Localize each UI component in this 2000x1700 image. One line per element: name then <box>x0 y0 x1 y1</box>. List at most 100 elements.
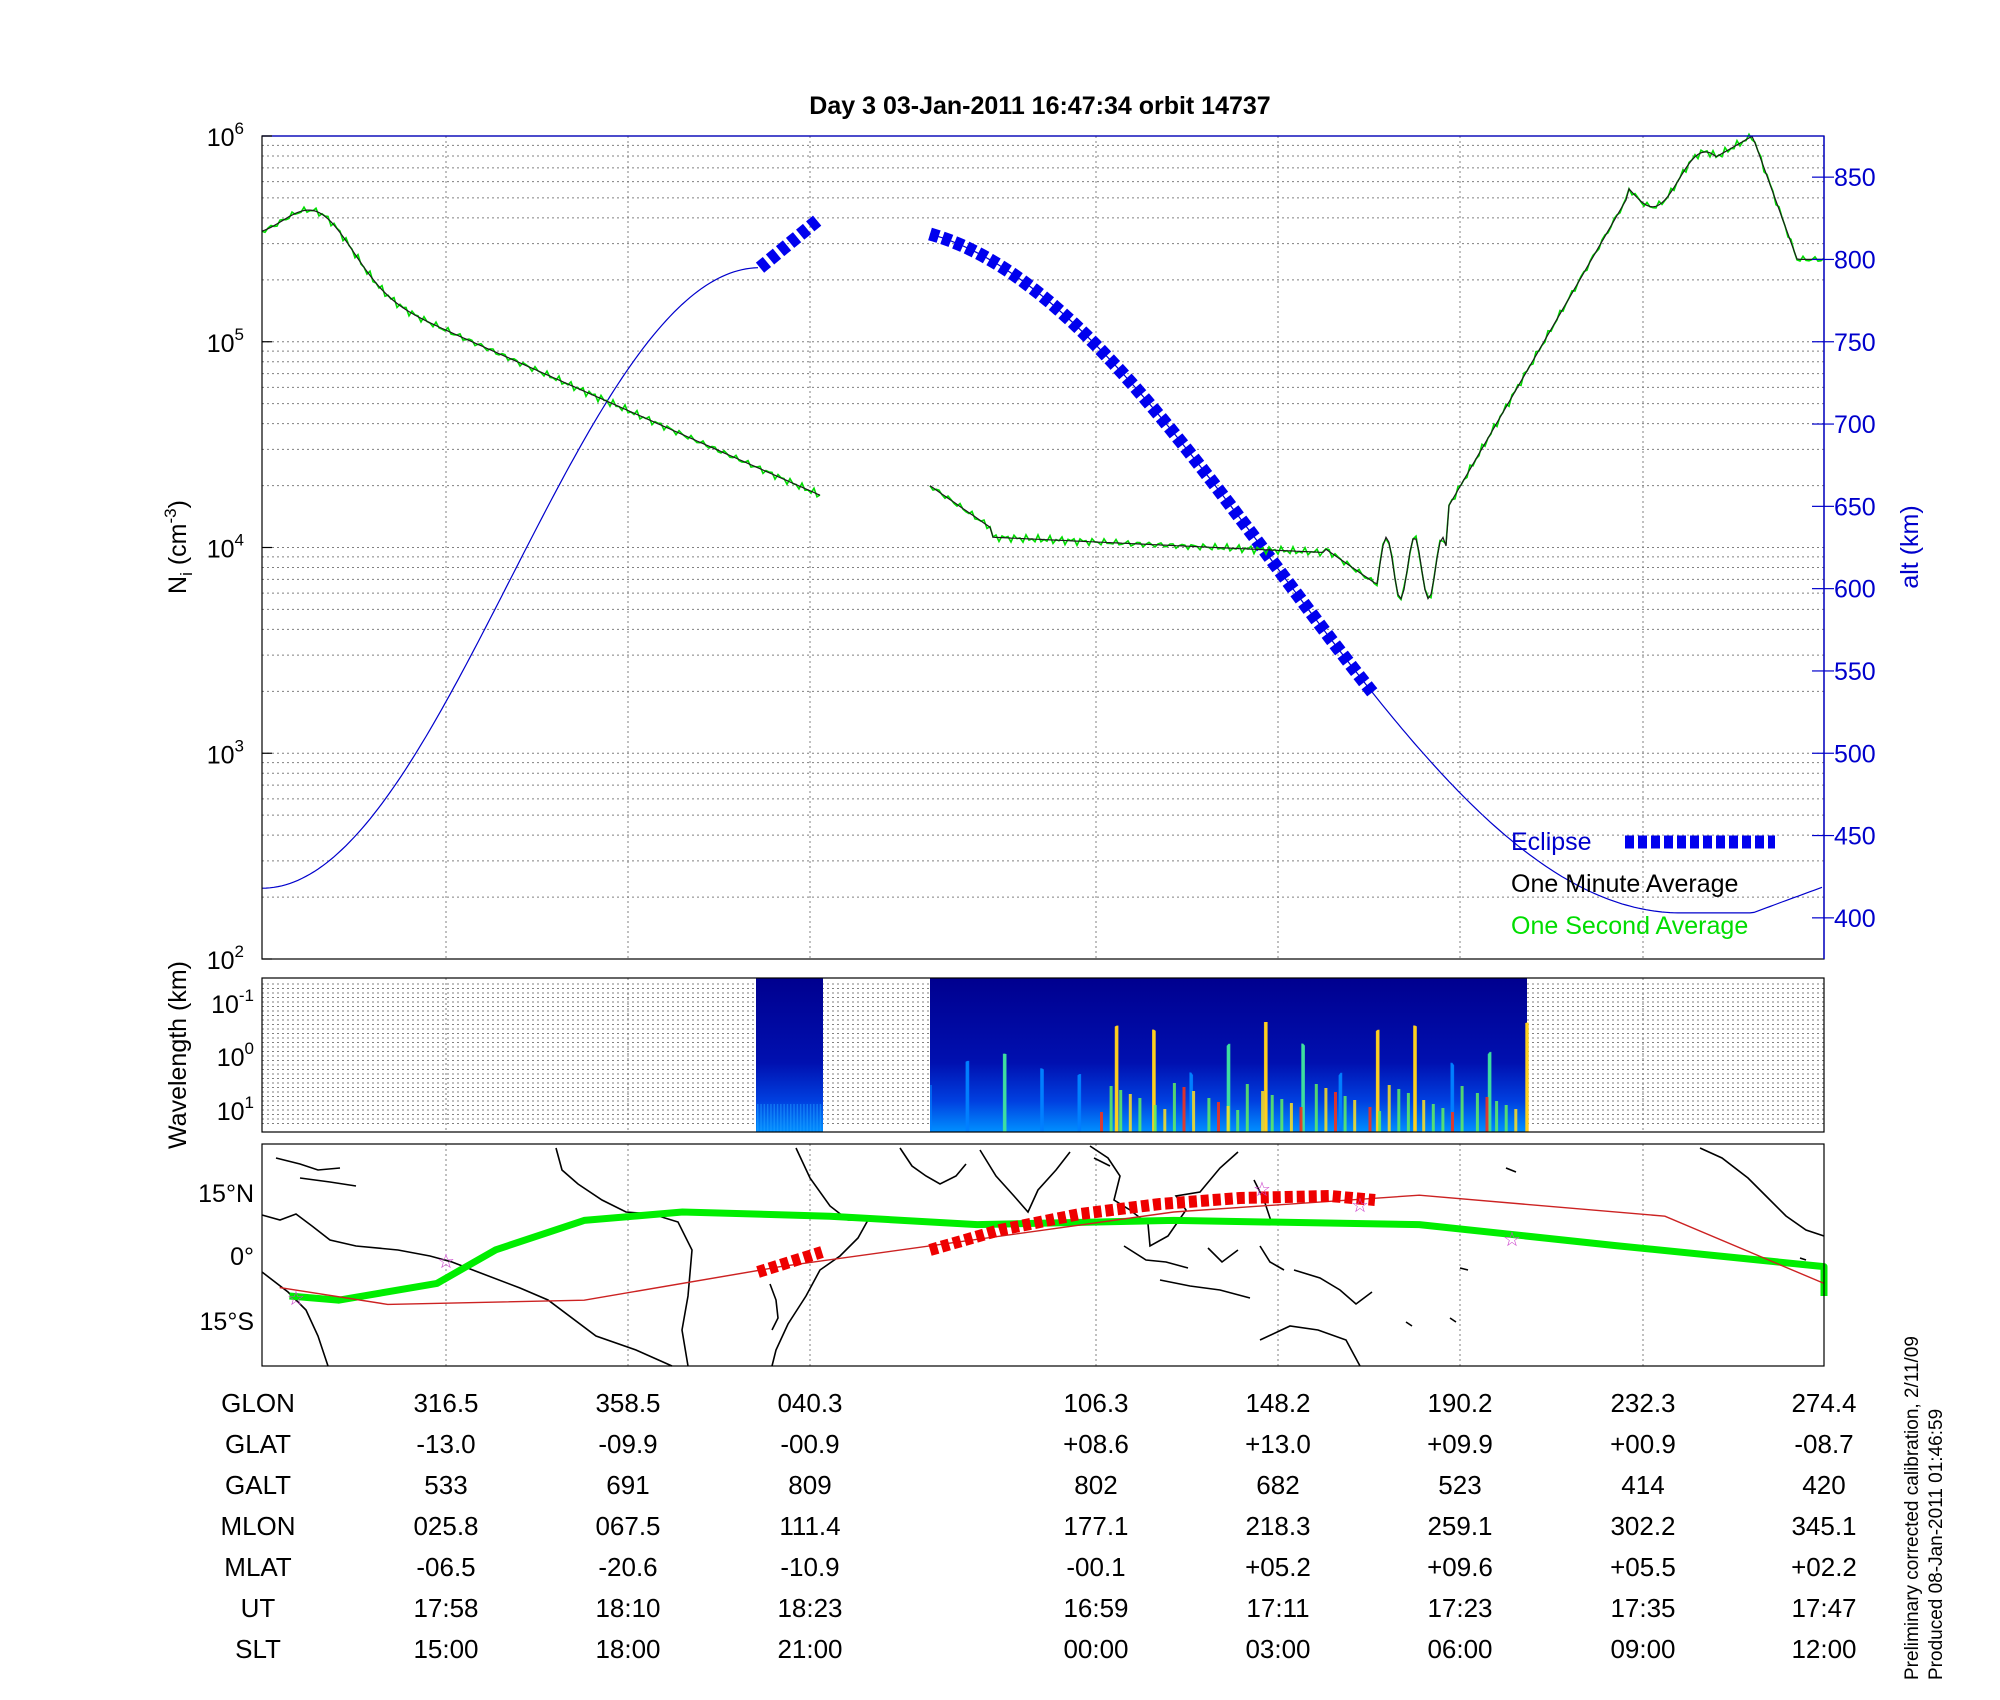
spectrogram-hot-spot <box>1397 1089 1401 1132</box>
wavelength-tick-label: 100 <box>217 1039 254 1072</box>
table-cell: 18:23 <box>777 1593 842 1623</box>
altitude-tick-label: 850 <box>1834 164 1876 192</box>
table-row-label: MLAT <box>224 1552 292 1582</box>
map-frame <box>261 1143 1825 1367</box>
table-cell: 17:47 <box>1791 1593 1856 1623</box>
spectrogram-streak <box>806 1104 808 1132</box>
table-cell: 18:10 <box>595 1593 660 1623</box>
spectrogram-hot-spot <box>1236 1110 1240 1132</box>
spectrogram-streak <box>965 1061 968 1132</box>
coastline-indonesia <box>1123 1245 1373 1306</box>
spectrogram-hot-spot <box>1314 1084 1318 1132</box>
spectrogram-hot-spot <box>1100 1112 1103 1132</box>
legend: Eclipse One Minute Average One Second Av… <box>1511 828 1775 940</box>
table-cell: 17:35 <box>1610 1593 1675 1623</box>
star-marker: ☆ <box>1351 1195 1369 1217</box>
table-cell: 17:58 <box>413 1593 478 1623</box>
map-plot-area <box>262 1144 1824 1366</box>
table-cell: 148.2 <box>1245 1388 1310 1418</box>
coastline-north-america <box>1699 1147 1825 1237</box>
spectrogram-streak <box>770 1104 772 1132</box>
chart-title: Day 3 03-Jan-2011 16:47:34 orbit 14737 <box>809 92 1270 120</box>
density-panel: 102 103 104 105 106 400 450 500 550 600 650 700 750… <box>161 119 1924 975</box>
spectrogram-streak <box>813 1104 815 1132</box>
table-cell: -00.1 <box>1066 1552 1125 1582</box>
star-marker: ☆ <box>1503 1229 1521 1251</box>
table-cell: 21:00 <box>777 1634 842 1664</box>
eclipse-track <box>928 1189 1376 1256</box>
spectrogram-streak <box>1152 1029 1154 1132</box>
table-cell: 067.5 <box>595 1511 660 1541</box>
orbit-parameter-table: GLON GLAT GALT MLON MLAT UT SLT 316.5 -13.0 533 02… <box>220 1388 1856 1664</box>
density-minor-gridlines <box>262 144 1824 960</box>
wavelength-tick-label: 101 <box>217 1093 254 1126</box>
table-cell: 17:23 <box>1427 1593 1492 1623</box>
eclipse-track <box>756 1246 824 1278</box>
table-cell: +09.9 <box>1427 1429 1493 1459</box>
table-cell: 420 <box>1802 1470 1845 1500</box>
map-y-ticks: 15°N 0° 15°S <box>198 1180 254 1336</box>
spectrogram-streak <box>1413 1025 1416 1132</box>
table-cell: -00.9 <box>780 1429 839 1459</box>
table-row-label: GALT <box>225 1470 291 1500</box>
islands-pacific <box>1405 1167 1807 1327</box>
spectrogram-hot-spot <box>1289 1103 1293 1132</box>
table-cell: +02.2 <box>1791 1552 1857 1582</box>
table-cell: 111.4 <box>779 1511 840 1541</box>
spectrogram-hot-spot <box>1353 1100 1357 1132</box>
spectrogram-block <box>756 978 823 1132</box>
star-marker: ☆ <box>287 1288 305 1310</box>
y-tick-label: 102 <box>207 942 244 975</box>
spectrogram-frame <box>261 977 1825 1133</box>
table-row-label: MLON <box>220 1511 295 1541</box>
altitude-ticks: 400 450 500 550 600 650 700 750 800 850 <box>1812 164 1876 933</box>
spectrogram-hot-spot <box>1226 1106 1230 1132</box>
table-cell: 533 <box>424 1470 467 1500</box>
spectrogram-streak <box>786 1104 789 1132</box>
spectrogram-streak <box>1338 1075 1341 1132</box>
table-cell: -06.5 <box>416 1552 475 1582</box>
spectrogram-streak <box>1002 1053 1005 1132</box>
map-ytick-label: 0° <box>230 1243 254 1271</box>
table-cell: 12:00 <box>1791 1634 1856 1664</box>
altitude-tick-label: 800 <box>1834 246 1876 274</box>
altitude-tick-label: 700 <box>1834 411 1876 439</box>
table-cell: 040.3 <box>777 1388 842 1418</box>
spectrogram-streak <box>803 1104 805 1132</box>
spectrogram-streak <box>796 1104 799 1132</box>
table-cell: 106.3 <box>1063 1388 1128 1418</box>
legend-minute-label: One Minute Average <box>1511 870 1738 898</box>
spectrogram-streak <box>816 1104 818 1132</box>
map-ytick-label: 15°S <box>200 1308 254 1336</box>
table-cell: +09.6 <box>1427 1552 1493 1582</box>
table-cell: 09:00 <box>1610 1634 1675 1664</box>
table-cell: 316.5 <box>413 1388 478 1418</box>
table-cell: 345.1 <box>1791 1511 1856 1541</box>
map-ytick-label: 15°N <box>198 1180 254 1208</box>
altitude-line-pass1 <box>261 267 759 889</box>
table-cell: 259.1 <box>1427 1511 1492 1541</box>
table-cell: 218.3 <box>1245 1511 1310 1541</box>
spectrogram-hot-spot <box>1475 1093 1479 1132</box>
spectrogram-hot-spot <box>1324 1088 1328 1132</box>
table-cell: 809 <box>788 1470 831 1500</box>
spectrogram-hot-spot <box>1406 1093 1410 1132</box>
spectrogram-streak <box>760 1104 762 1132</box>
table-row-label: UT <box>241 1593 276 1623</box>
spectrogram-panel: 10-1 100 101 Wavelength (km) <box>164 961 1825 1149</box>
spectrogram-streak <box>773 1104 775 1132</box>
table-cell: +05.5 <box>1610 1552 1676 1582</box>
legend-eclipse-label: Eclipse <box>1511 828 1592 856</box>
spectrogram-streak <box>793 1104 795 1132</box>
footer-calibration-note: Preliminary corrected calibration, 2/11/… <box>1902 1336 1923 1680</box>
spectrogram-hot-spot <box>1334 1092 1337 1132</box>
spectrogram-hot-spot <box>1245 1084 1249 1132</box>
altitude-tick-label: 400 <box>1834 905 1876 933</box>
spectrogram-hot-spot <box>1378 1111 1382 1132</box>
spectrogram-streak <box>1077 1075 1080 1132</box>
eclipse-segment <box>928 227 1380 699</box>
spectrogram-streak <box>1301 1043 1304 1132</box>
density-y-ticks: 102 103 104 105 106 <box>207 119 272 975</box>
density-series <box>261 132 1825 914</box>
star-marker: ☆ <box>1253 1179 1271 1201</box>
